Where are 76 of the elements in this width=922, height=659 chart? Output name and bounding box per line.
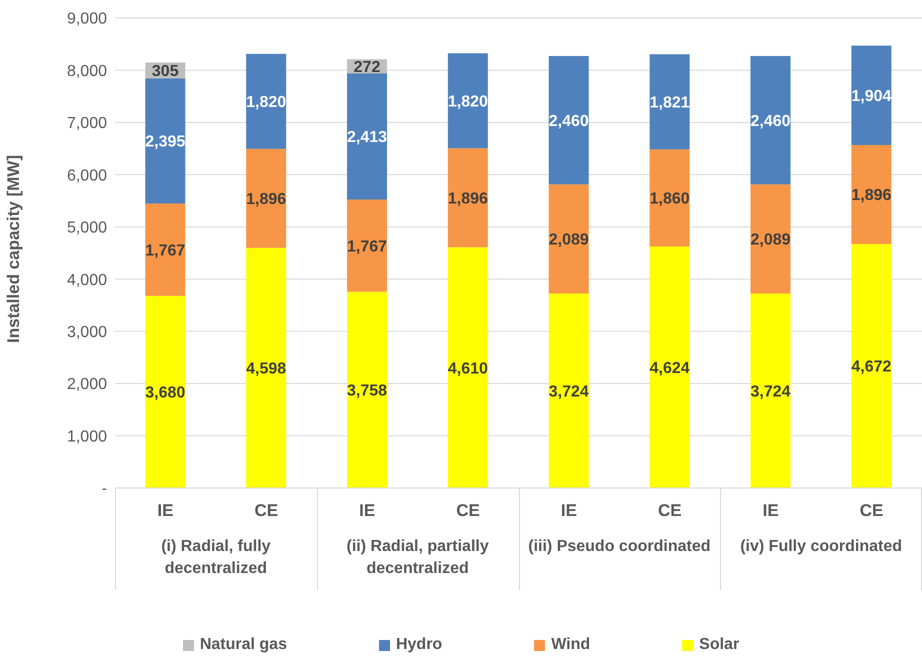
bar: [650, 54, 690, 150]
y-tick-label: 8,000: [66, 62, 108, 80]
y-tick-label: 6,000: [66, 167, 108, 184]
x-tick-label: CE: [658, 501, 682, 520]
data-label: 2,460: [750, 112, 791, 130]
data-label: 2,089: [548, 232, 589, 249]
data-label: 2,089: [750, 232, 791, 249]
data-label: 4,598: [246, 360, 286, 378]
bar: [347, 292, 388, 488]
legend-label: Natural gas: [198, 636, 287, 654]
data-label: 3,724: [750, 383, 791, 400]
bar: [750, 294, 791, 488]
bar: [548, 56, 589, 184]
data-label: 2,460: [548, 112, 589, 130]
x-tick-label: IE: [157, 501, 174, 520]
bar: [650, 149, 690, 247]
text: (ii) Radial, partially decentralized: [345, 537, 490, 579]
y-tick-label: 3,000: [66, 324, 108, 342]
data-label: 3,680: [145, 384, 186, 402]
legend-label: Wind: [550, 636, 590, 654]
data-label: 2,413: [346, 129, 388, 146]
legend-label: Hydro: [394, 636, 442, 654]
data-label: 3,758: [346, 382, 388, 400]
data-label: 1,767: [145, 242, 186, 260]
x-tick-label: CE: [860, 501, 884, 520]
y-tick-label: 2,000: [66, 376, 108, 394]
bar: [246, 248, 286, 488]
data-label: 2,395: [145, 134, 186, 151]
x-tick-label: IE: [560, 501, 577, 520]
data-label: 1,820: [246, 94, 286, 112]
bar: [650, 246, 690, 488]
bar: [851, 46, 892, 146]
y-tick-label: 5,000: [66, 220, 108, 237]
bar: [347, 73, 388, 200]
bar: [448, 53, 488, 148]
bar: [246, 148, 286, 248]
x-tick-label: CE: [456, 501, 480, 520]
data-label: 1,821: [650, 94, 690, 112]
bar: [750, 184, 791, 294]
data-label: 1,860: [650, 190, 690, 208]
bar: [548, 184, 589, 294]
text: (iii) Pseudo coordinated: [527, 537, 712, 557]
data-label: 4,610: [448, 360, 488, 378]
bar: [145, 296, 186, 488]
data-label: 1,896: [448, 190, 488, 208]
data-label: 1,896: [851, 187, 892, 204]
y-tick-label: 1,000: [66, 428, 108, 446]
y-axis-title: Installed capacity [MW]: [4, 155, 24, 343]
data-label: 1,904: [851, 88, 892, 105]
data-label: 272: [354, 59, 380, 76]
y-tick-label: 4,000: [66, 272, 108, 289]
bar: [750, 56, 791, 184]
text: (iv) Fully coordinated: [739, 537, 904, 557]
data-label: 4,624: [650, 360, 690, 377]
x-tick-label: IE: [359, 501, 376, 520]
bar: [246, 54, 286, 149]
bar: [145, 78, 186, 204]
text: (i) Radial, fully decentralized: [160, 537, 272, 579]
legend-label: Solar: [698, 636, 740, 654]
y-tick-label: -: [102, 480, 107, 498]
data-label: 305: [152, 63, 179, 80]
data-label: 1,820: [448, 93, 488, 110]
bar: [145, 204, 186, 296]
x-tick-label: CE: [254, 501, 278, 520]
data-label: 4,672: [851, 358, 892, 376]
y-tick-label: 7,000: [66, 115, 108, 132]
bar: [851, 244, 892, 488]
bar: [347, 199, 388, 292]
y-tick-label: 9,000: [66, 10, 108, 28]
bar: [548, 294, 589, 488]
bar: [851, 145, 892, 244]
data-label: 1,896: [246, 191, 286, 208]
bar: [448, 148, 488, 248]
x-tick-label: IE: [762, 501, 779, 520]
data-label: 1,767: [346, 238, 388, 256]
bar: [448, 247, 488, 488]
